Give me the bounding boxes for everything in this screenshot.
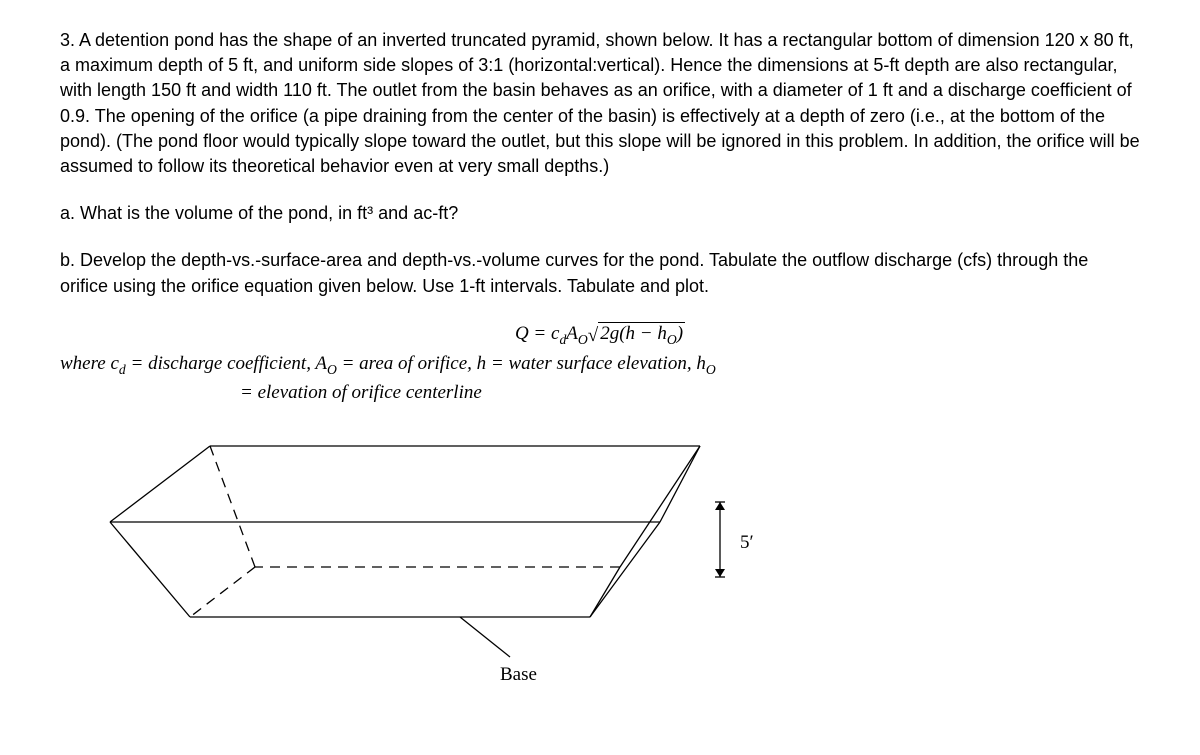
eq-sqrt-2gh: 2g(h − h	[600, 323, 667, 344]
part-a: a. What is the volume of the pond, in ft…	[60, 201, 1140, 226]
pyramid-svg	[60, 422, 800, 702]
where-part1: = discharge coefficient, A	[126, 353, 327, 374]
where-cd-sub: d	[119, 362, 126, 377]
orifice-equation: Q = cdAO√2g(h − hO)	[60, 321, 1140, 348]
eq-equals: =	[529, 323, 551, 344]
eq-Ao-sub: O	[578, 331, 588, 346]
part-b: b. Develop the depth-vs.-surface-area an…	[60, 248, 1140, 298]
where-prefix: where c	[60, 353, 119, 374]
depth-dimension-label: 5′	[740, 530, 754, 557]
pyramid-figure: 5′ Base	[60, 422, 800, 702]
where-Ao-sub: O	[327, 362, 337, 377]
radical-icon: √	[588, 325, 598, 346]
sqrt-content: 2g(h − hO)	[598, 322, 685, 343]
base-label: Base	[500, 662, 537, 689]
eq-ho-sub: O	[667, 331, 677, 346]
eq-Ao: A	[566, 323, 578, 344]
where-ho-sub: O	[706, 362, 716, 377]
eq-close-paren: )	[677, 323, 683, 344]
eq-Q: Q	[515, 323, 529, 344]
where-part2: = area of orifice, h = water surface ele…	[337, 353, 706, 374]
where-definition: where cd = discharge coefficient, AO = a…	[60, 351, 1140, 378]
equation-block: Q = cdAO√2g(h − hO) where cd = discharge…	[60, 321, 1140, 407]
problem-statement: 3. A detention pond has the shape of an …	[60, 28, 1140, 179]
where-continuation: = elevation of orifice centerline	[60, 380, 1140, 407]
